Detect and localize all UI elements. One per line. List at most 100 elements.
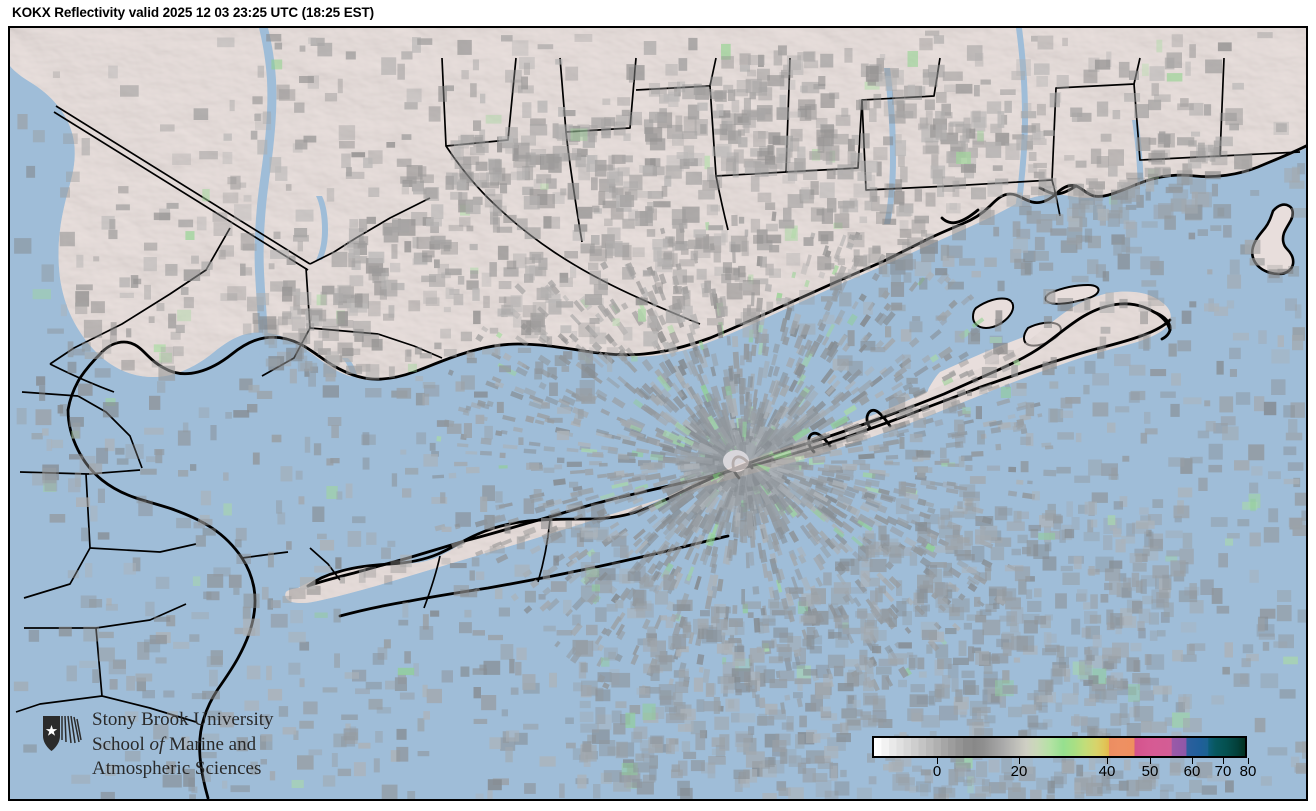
radar-echo-cell: [890, 282, 905, 297]
radar-echo-cell: [1271, 349, 1290, 364]
radar-echo-cell: [1086, 187, 1094, 195]
radar-echo-cell: [538, 381, 547, 390]
radar-echo-cell: [523, 448, 537, 454]
radar-echo-cell: [836, 493, 854, 506]
radar-echo-cell: [801, 187, 810, 202]
radar-echo-cell: [495, 430, 503, 437]
radar-echo-cell: [947, 431, 961, 438]
radar-echo-cell: [1001, 422, 1017, 430]
radar-echo-cell: [1072, 203, 1086, 219]
radar-echo-cell: [794, 380, 805, 394]
radar-echo-cell: [343, 728, 359, 741]
radar-echo-cell: [789, 488, 803, 499]
radar-echo-cell: [335, 557, 342, 569]
map-frame[interactable]: 0 20 40 50 60 70 80 Stony Brook University Sch…: [8, 26, 1308, 801]
radar-echo-cell: [510, 79, 523, 93]
radar-echo-cell: [291, 779, 304, 788]
radar-echo-cell: [979, 525, 987, 531]
radar-echo-cell: [844, 440, 863, 448]
radar-echo-cell: [118, 186, 129, 194]
radar-echo-cell: [768, 380, 776, 394]
radar-echo-cell: [649, 394, 662, 407]
radar-echo-cell: [943, 352, 953, 362]
radar-echo-cell: [728, 368, 734, 382]
radar-echo-cell: [1136, 137, 1151, 151]
radar-echo-cell: [863, 415, 882, 428]
radar-echo-cell: [591, 594, 601, 605]
radar-echo-cell: [734, 503, 741, 522]
radar-echo-cell: [834, 518, 845, 528]
radar-echo-cell: [839, 234, 847, 247]
radar-echo-cell: [797, 344, 807, 357]
radar-echo-cell: [492, 217, 500, 233]
radar-echo-cell: [635, 280, 646, 295]
radar-echo-cell: [574, 34, 593, 42]
radar-echo-cell: [940, 458, 950, 464]
radar-echo-cell: [815, 576, 824, 587]
radar-echo-cell: [753, 234, 764, 244]
radar-echo-cell: [498, 281, 512, 290]
radar-echo-cell: [1214, 306, 1229, 316]
radar-echo-cell: [867, 301, 876, 312]
radar-echo-cell: [816, 333, 825, 344]
radar-echo-cell: [1046, 794, 1055, 799]
radar-echo-cell: [751, 419, 762, 435]
radar-echo-cell: [1267, 747, 1288, 756]
radar-echo-cell: [747, 494, 755, 512]
radar-echo-cell: [907, 237, 923, 248]
radar-echo-cell: [974, 52, 984, 67]
radar-echo-cell: [81, 342, 91, 352]
radar-echo-cell: [898, 154, 905, 167]
radar-echo-cell: [417, 38, 433, 45]
radar-echo-cell: [1283, 478, 1300, 485]
radar-echo-cell: [1115, 539, 1126, 553]
radar-echo-cell: [570, 469, 586, 475]
radar-echo-cell: [997, 111, 1005, 128]
radar-echo-cell: [514, 283, 526, 295]
radar-echo-cell: [789, 587, 804, 594]
radar-echo-cell: [766, 570, 774, 582]
radar-echo-cell: [565, 717, 574, 724]
radar-echo-cell: [893, 389, 904, 400]
map-canvas[interactable]: [10, 28, 1306, 799]
radar-echo-cell: [270, 249, 289, 259]
radar-echo-cell: [81, 138, 90, 156]
radar-echo-cell: [465, 200, 481, 215]
radar-echo-cell: [946, 481, 956, 487]
radar-echo-cell: [692, 346, 700, 358]
radar-echo-cell: [798, 99, 816, 111]
radar-echo-cell: [510, 390, 524, 401]
radar-echo-cell: [691, 514, 704, 528]
radar-echo-cell: [1101, 463, 1118, 476]
radar-echo-cell: [1093, 191, 1103, 207]
radar-echo-cell: [936, 92, 947, 103]
radar-echo-cell: [814, 456, 826, 461]
radar-echo-cell: [1100, 133, 1112, 142]
radar-echo-cell: [242, 606, 251, 620]
radar-echo-cell: [1075, 160, 1087, 168]
radar-echo-cell: [597, 644, 605, 652]
radar-echo-cell: [833, 246, 843, 260]
radar-echo-cell: [528, 400, 543, 410]
radar-echo-cell: [540, 286, 552, 298]
radar-echo-cell: [707, 318, 724, 326]
radar-echo-cell: [655, 591, 669, 605]
radar-echo-cell: [690, 250, 699, 261]
radar-echo-cell: [529, 545, 542, 555]
radar-echo-cell: [1189, 301, 1197, 308]
radar-echo-cell: [596, 393, 607, 402]
radar-echo-cell: [808, 535, 819, 547]
radar-echo-cell: [629, 417, 646, 428]
radar-echo-cell: [967, 294, 975, 301]
radar-echo-cell: [457, 276, 465, 285]
radar-echo-cell: [459, 622, 472, 634]
radar-echo-cell: [1215, 136, 1233, 147]
radar-echo-cell: [1287, 462, 1304, 471]
radar-echo-cell: [511, 40, 529, 56]
radar-echo-cell: [741, 240, 749, 257]
radar-echo-cell: [712, 403, 722, 420]
radar-echo-cell: [738, 216, 745, 224]
radar-echo-cell: [1002, 670, 1010, 684]
radar-echo-cell: [898, 543, 906, 550]
radar-echo-cell: [686, 332, 697, 347]
